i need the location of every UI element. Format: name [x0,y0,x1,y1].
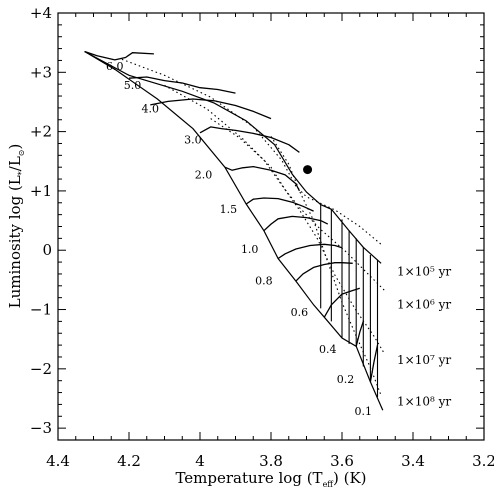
mass-label: 5.0 [124,79,142,92]
x-axis-title-tail: ) (K) [333,469,367,487]
isochrone-labels: 1×10⁵ yr 1×10⁶ yr 1×10⁷ yr 1×10⁸ yr [397,265,451,409]
isochrone-label: 1×10⁸ yr [397,395,451,409]
isochrone-line [121,58,382,245]
x-tick-label: 3.8 [259,452,283,470]
evolutionary-tracks [84,50,379,383]
track-2.0 [224,165,300,192]
track-1.5 [245,197,314,212]
x-tick-label: 4 [195,452,205,470]
mass-label: 2.0 [195,168,213,181]
mass-label: 0.8 [255,275,273,288]
y-axis-title-sub1: * [17,171,26,175]
mass-label: 3.0 [184,133,202,146]
isochrone-line [164,84,385,291]
y-tick-label: 0 [42,241,52,259]
axis-ticks [57,12,485,441]
mass-label: 1.5 [220,203,238,216]
mass-label: 4.0 [142,103,160,116]
isochrone-label: 1×10⁶ yr [397,297,451,311]
track-5.0 [128,76,236,94]
x-tick-label: 4.2 [117,452,141,470]
y-axis-title-mid: /L [6,156,24,171]
mass-label: 0.4 [319,343,337,356]
isochrones [121,58,386,396]
data-marker [303,165,313,175]
y-tick-label: +3 [30,63,52,81]
x-axis-title-main: Temperature log (T [175,469,322,487]
y-tick-label: −1 [30,301,52,319]
mass-label: 6.0 [106,60,124,73]
y-tick-label: +4 [30,4,52,22]
x-tick-label: 4.4 [46,452,70,470]
mass-labels: 6.05.04.0 3.0 2.0 1.5 1.0 0.8 0.6 0.4 0.2 0.1 [106,60,372,418]
y-axis-title: Luminosity log (L*/L⊙) [6,144,26,309]
isochrone-line [210,118,386,355]
hatch-lines [320,204,379,398]
y-tick-label: −2 [30,360,52,378]
isochrone-label: 1×10⁷ yr [397,353,451,367]
y-axis-title-tail: ) [6,144,24,150]
y-tick-label: −3 [30,419,52,437]
x-tick-label: 3.6 [330,452,354,470]
track-4.0 [150,98,272,120]
y-axis-title-main: Luminosity log (L [6,175,24,308]
x-axis-title-sub: eff [323,480,335,489]
mass-label: 1.0 [241,243,259,256]
mass-label: 0.6 [291,306,309,319]
track-1.0 [263,215,329,232]
mass-label: 0.1 [355,405,373,418]
lower-envelope [84,50,384,411]
isochrone-line [270,136,382,396]
tick-labels: 4.4 4.2 4 3.8 3.6 3.4 3.2 +4 +3 +2 +1 0 −1 −2 −3 [30,4,494,470]
x-tick-label: 3.4 [401,452,425,470]
mass-label: 0.2 [337,373,355,386]
track-3.0 [199,126,300,153]
x-tick-label: 3.2 [472,452,494,470]
track-6.0 [84,50,154,61]
track-0.2 [355,321,364,347]
y-tick-label: +1 [30,182,52,200]
y-tick-label: +2 [30,123,52,141]
track-0.1 [369,344,379,383]
track-0.8 [277,243,343,260]
y-axis-title-sub2: ⊙ [17,150,26,157]
x-axis-title: Temperature log (Teff) (K) [175,469,366,489]
plot-frame [57,12,485,441]
isochrone-label: 1×10⁵ yr [397,265,451,279]
track-0.6 [295,262,353,282]
